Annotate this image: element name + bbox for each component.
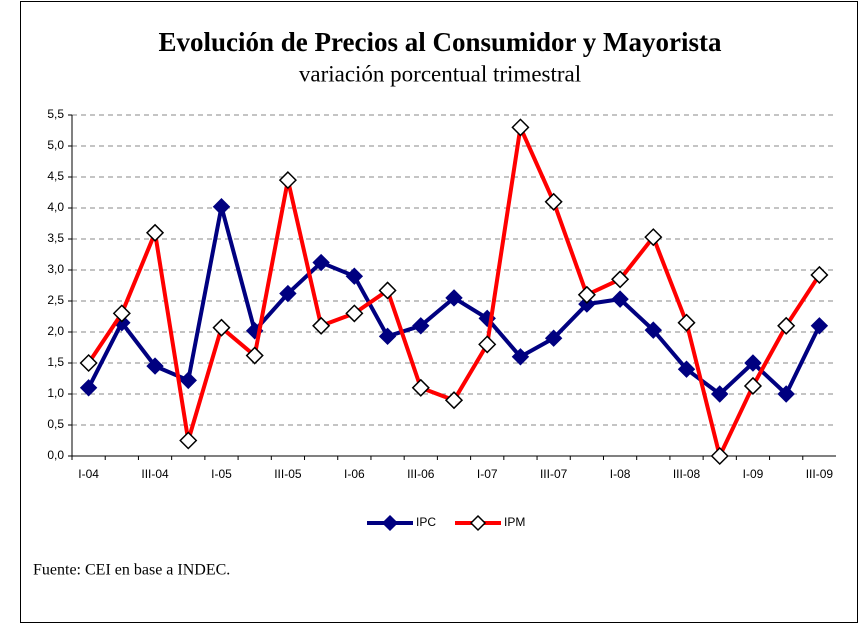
x-tick-label: III-07 bbox=[540, 467, 568, 481]
data-point bbox=[644, 228, 663, 247]
legend-marker bbox=[381, 514, 399, 532]
y-tick-label: 1,0 bbox=[47, 386, 64, 400]
x-tick-label: III-04 bbox=[141, 467, 169, 481]
data-point bbox=[478, 335, 497, 354]
data-point bbox=[644, 321, 663, 339]
data-point bbox=[345, 267, 364, 285]
data-point bbox=[578, 295, 596, 313]
data-point bbox=[79, 379, 98, 397]
data-point bbox=[411, 378, 430, 397]
data-point bbox=[445, 289, 463, 307]
y-tick-label: 5,5 bbox=[47, 107, 64, 121]
data-point bbox=[412, 317, 430, 335]
data-point bbox=[212, 198, 231, 216]
data-point bbox=[611, 290, 629, 308]
y-tick-label: 3,5 bbox=[47, 231, 64, 245]
data-point bbox=[345, 304, 364, 323]
data-point bbox=[711, 385, 729, 403]
data-point bbox=[611, 270, 630, 289]
y-tick-label: 4,5 bbox=[47, 169, 64, 183]
x-tick-label: III-06 bbox=[407, 467, 435, 481]
data-point bbox=[810, 317, 829, 335]
data-point bbox=[245, 346, 264, 365]
x-tick-label: I-04 bbox=[78, 467, 99, 481]
data-point bbox=[744, 354, 762, 372]
legend-label: IPM bbox=[504, 515, 525, 529]
data-point bbox=[444, 391, 464, 410]
data-point bbox=[279, 284, 297, 303]
x-tick-label: I-07 bbox=[477, 467, 498, 481]
data-point bbox=[677, 313, 696, 332]
data-point bbox=[179, 371, 197, 390]
data-point bbox=[544, 329, 563, 347]
x-tick-label: I-05 bbox=[211, 467, 232, 481]
y-tick-label: 0,5 bbox=[47, 417, 64, 431]
x-tick-label: III-08 bbox=[673, 467, 701, 481]
data-point bbox=[511, 118, 530, 137]
data-point bbox=[146, 357, 164, 375]
y-tick-label: 4,0 bbox=[47, 200, 64, 214]
y-tick-label: 5,0 bbox=[47, 138, 64, 152]
legend-marker bbox=[469, 514, 487, 532]
legend-label: IPC bbox=[416, 515, 436, 529]
data-point bbox=[212, 318, 231, 337]
data-point bbox=[179, 431, 198, 450]
x-tick-label: I-06 bbox=[344, 467, 365, 481]
data-point bbox=[378, 327, 397, 346]
data-point bbox=[312, 316, 331, 335]
data-point bbox=[79, 353, 98, 373]
data-point bbox=[112, 304, 131, 323]
data-point bbox=[544, 192, 563, 211]
y-tick-label: 1,5 bbox=[47, 355, 64, 369]
data-point bbox=[777, 316, 796, 335]
data-point bbox=[312, 253, 330, 272]
chart-title: Evolución de Precios al Consumidor y May… bbox=[158, 27, 722, 57]
source-note: Fuente: CEI en base a INDEC. bbox=[33, 562, 230, 579]
data-point bbox=[810, 265, 829, 285]
x-tick-label: III-09 bbox=[806, 467, 834, 481]
data-point bbox=[511, 348, 530, 366]
chart-subtitle: variación porcentual trimestral bbox=[299, 61, 581, 86]
data-point bbox=[710, 446, 729, 466]
data-point bbox=[677, 360, 696, 378]
data-point bbox=[577, 285, 596, 304]
y-tick-label: 3,0 bbox=[47, 262, 64, 276]
data-point bbox=[777, 385, 795, 403]
x-tick-label: I-08 bbox=[610, 467, 631, 481]
data-point bbox=[145, 223, 165, 242]
data-point bbox=[278, 171, 297, 190]
x-tick-label: III-05 bbox=[274, 467, 302, 481]
x-tick-label: I-09 bbox=[743, 467, 764, 481]
y-tick-label: 2,0 bbox=[47, 324, 64, 338]
data-point bbox=[378, 281, 397, 300]
y-tick-label: 2,5 bbox=[47, 293, 64, 307]
data-point bbox=[743, 376, 763, 396]
y-tick-label: 0,0 bbox=[47, 448, 64, 462]
